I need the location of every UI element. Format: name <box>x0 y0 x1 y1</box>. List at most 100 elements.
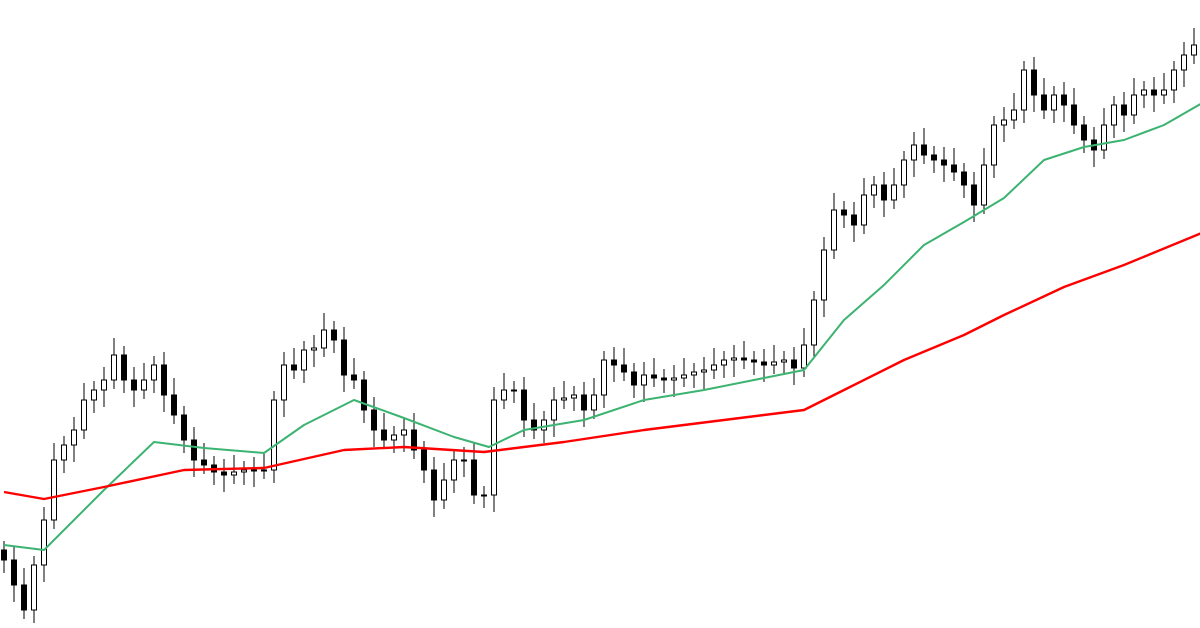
candle-body-bear <box>1061 94 1067 106</box>
candle-body-bear <box>941 159 947 166</box>
candle-body-bear <box>131 379 137 391</box>
candle-body-bull <box>91 389 97 401</box>
candle-body-bull <box>441 479 447 501</box>
candle <box>1161 73 1167 104</box>
candle-body-bear <box>851 214 857 226</box>
candle-body-bear <box>751 359 757 363</box>
candle <box>861 178 867 234</box>
candle <box>931 146 937 173</box>
candle <box>311 335 317 367</box>
candle-body-bull <box>571 394 577 399</box>
candle-body-bear <box>521 389 527 421</box>
candle-body-bear <box>1081 124 1087 141</box>
candle-body-bull <box>601 359 607 396</box>
candle <box>701 357 707 389</box>
candle-body-bear <box>971 184 977 206</box>
candle <box>941 147 947 182</box>
candle <box>1 541 7 573</box>
candle <box>11 547 17 602</box>
candle-body-bear <box>361 379 367 411</box>
candle <box>461 447 467 477</box>
candle-body-bull <box>241 469 247 473</box>
candle-body-bull <box>111 354 117 381</box>
candle <box>811 291 817 358</box>
candle-body-bear <box>1071 104 1077 126</box>
candle-body-bear <box>221 471 227 476</box>
candle <box>621 348 627 381</box>
candle-body-bull <box>61 444 67 461</box>
candle-body-bull <box>281 364 287 401</box>
candle-body-bear <box>531 419 537 431</box>
candle <box>991 116 997 178</box>
candle <box>1191 28 1197 64</box>
candle <box>411 413 417 459</box>
candle <box>1141 81 1147 108</box>
candles-layer <box>1 28 1197 623</box>
candle-body-bull <box>1181 54 1187 71</box>
candle <box>831 193 837 259</box>
candle-body-bull <box>321 329 327 349</box>
candle <box>321 313 327 357</box>
candle <box>1151 77 1157 112</box>
candle <box>271 391 277 483</box>
candle <box>521 377 527 437</box>
candle-body-bull <box>551 399 557 421</box>
candle-body-bear <box>741 357 747 361</box>
candle-body-bull <box>981 164 987 206</box>
candle-body-bear <box>161 364 167 396</box>
candle-body-bear <box>291 364 297 371</box>
candle-body-bear <box>961 171 967 186</box>
candle <box>121 346 127 393</box>
moving-average-slow-line <box>3 232 1200 501</box>
candle-body-bull <box>821 249 827 301</box>
candle <box>101 367 107 407</box>
candle <box>1121 92 1127 132</box>
candle <box>51 443 57 529</box>
candle-body-bear <box>411 429 417 451</box>
candle <box>711 348 717 379</box>
candle <box>481 486 487 508</box>
candle <box>301 341 307 383</box>
candle-body-bull <box>251 469 257 472</box>
candle-body-bear <box>331 329 337 341</box>
candle-body-bear <box>661 377 667 381</box>
candle-body-bull <box>991 124 997 166</box>
candle-body-bear <box>121 354 127 381</box>
candle-body-bull <box>691 371 697 376</box>
candle-body-bear <box>341 339 347 376</box>
candle-body-bear <box>1 549 7 561</box>
candle-body-bull <box>1001 119 1007 126</box>
candle <box>151 356 157 393</box>
candle-body-bull <box>641 374 647 386</box>
candle-body-bull <box>891 184 897 201</box>
candle-body-bull <box>491 399 497 496</box>
candle-body-bear <box>921 144 927 156</box>
candle-body-bull <box>51 459 57 521</box>
candle <box>1091 127 1097 167</box>
candle <box>491 387 497 512</box>
candle-body-bear <box>651 374 657 379</box>
candle <box>1101 108 1107 159</box>
candle <box>241 461 247 485</box>
candle-body-bull <box>871 184 877 196</box>
candle <box>631 363 637 398</box>
candle-body-bull <box>801 344 807 369</box>
candle-body-bull <box>1141 89 1147 96</box>
moving-average-fast-line <box>3 103 1200 551</box>
candle-body-bear <box>841 209 847 216</box>
candle <box>741 341 747 369</box>
candle-body-bull <box>461 459 467 462</box>
candle <box>921 128 927 164</box>
candle <box>531 403 537 439</box>
candle <box>1181 42 1187 87</box>
candle <box>291 348 297 379</box>
candle-body-bull <box>101 379 107 391</box>
candle-body-bull <box>41 519 47 566</box>
candle-body-bull <box>861 194 867 226</box>
candle <box>981 148 987 214</box>
candle <box>81 383 87 439</box>
candle <box>1001 107 1007 142</box>
candle-body-bear <box>791 359 797 369</box>
candle-body-bull <box>561 397 567 401</box>
